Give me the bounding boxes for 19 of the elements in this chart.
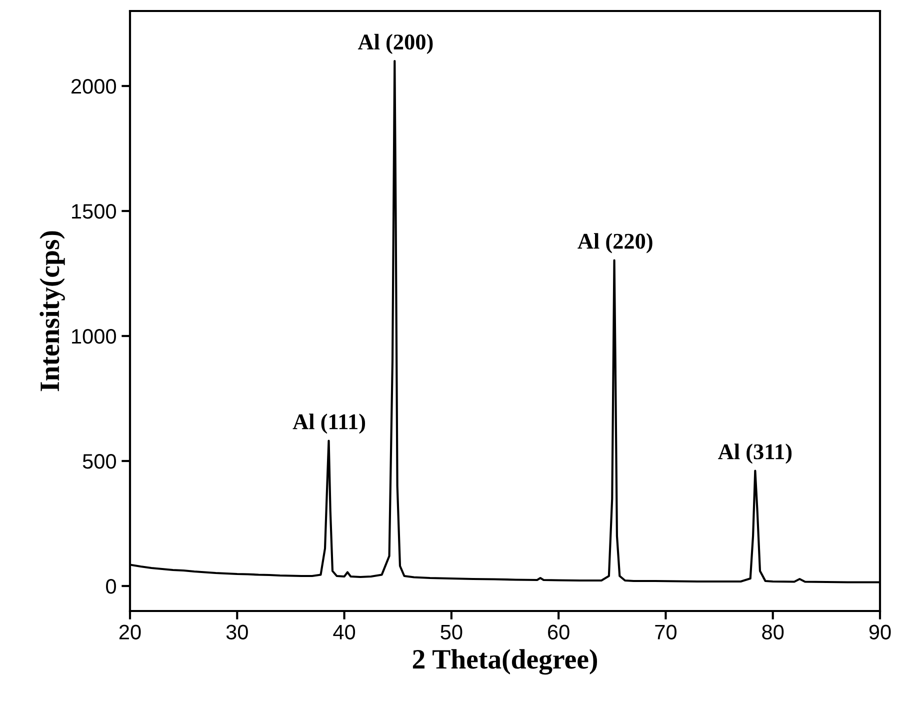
annotation: Al (111) <box>292 414 366 434</box>
x-tick-label: 90 <box>869 624 891 640</box>
x-axis-title: 2 Theta(degree) <box>412 649 598 675</box>
y-tick-label: 500 <box>82 454 116 469</box>
x-tick-label: 80 <box>762 624 784 640</box>
x-tick-label: 70 <box>655 624 676 640</box>
x-tick-label: 20 <box>119 624 141 640</box>
y-axis-title: Intensity(cps) <box>40 231 65 392</box>
annotation: Al (200) <box>358 34 433 54</box>
annotation: Al (220) <box>578 233 652 254</box>
x-tick-label: 40 <box>333 624 356 640</box>
x-tick-label: 60 <box>548 624 570 640</box>
x-tick-label: 50 <box>440 624 462 640</box>
y-tick-label: 0 <box>106 579 116 594</box>
y-tick-label: 2000 <box>72 79 116 94</box>
y-tick-label: 1500 <box>72 204 116 219</box>
y-tick-label: 1000 <box>72 329 116 344</box>
x-tick-label: 30 <box>226 624 248 640</box>
annotation: Al (311) <box>718 444 792 464</box>
